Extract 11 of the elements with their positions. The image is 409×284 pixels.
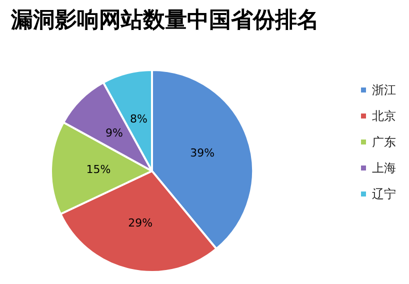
data-label: 39% xyxy=(190,146,215,160)
legend-label: 浙江 xyxy=(372,83,396,97)
legend-label: 辽宁 xyxy=(372,187,396,201)
data-label: 15% xyxy=(86,162,111,176)
legend-label: 广东 xyxy=(372,135,396,149)
legend-label: 北京 xyxy=(372,109,396,123)
legend-label: 上海 xyxy=(372,161,396,175)
data-label: 9% xyxy=(105,126,123,140)
chart-title: 漏洞影响网站数量中国省份排名 xyxy=(10,7,319,33)
data-label: 29% xyxy=(128,216,153,230)
data-label: 8% xyxy=(130,112,148,126)
